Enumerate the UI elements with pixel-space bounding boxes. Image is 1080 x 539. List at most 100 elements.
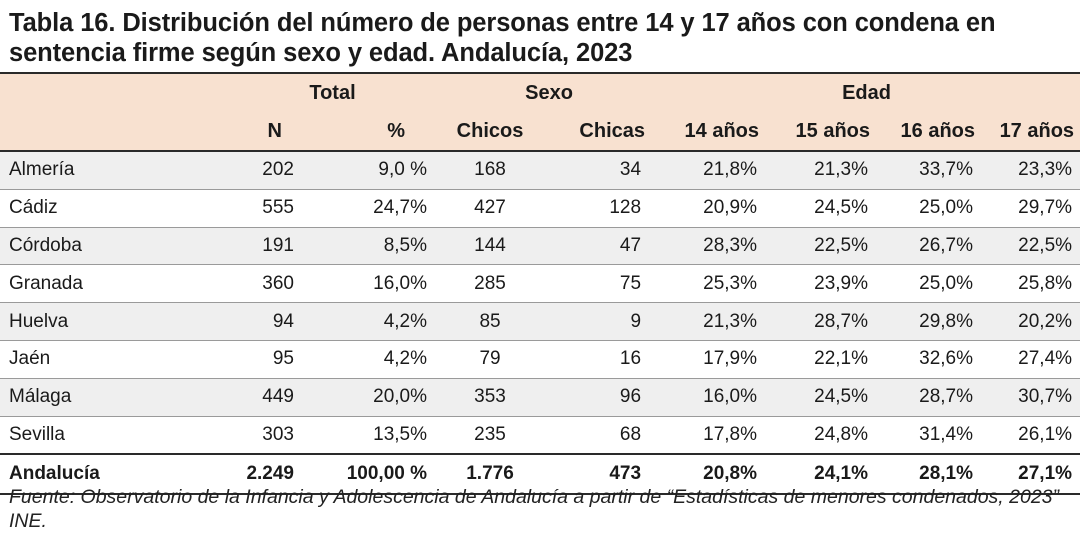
- data-table-container: Total Sexo Edad N % Chicos Chicas 14 año…: [0, 72, 1080, 496]
- total-age-17: 27,1%: [981, 453, 1080, 496]
- cell-n: 95: [220, 340, 300, 379]
- total-chicos: 1.776: [445, 453, 536, 496]
- header-col-pct: %: [300, 112, 446, 152]
- header-group-edad: Edad: [653, 72, 1080, 112]
- cell-age-14: 21,8%: [653, 151, 766, 190]
- total-pct: 100,00 %: [300, 453, 446, 496]
- cell-chicos: 168: [445, 151, 536, 190]
- cell-age-15: 22,5%: [765, 227, 877, 266]
- cell-chicos: 285: [445, 264, 536, 304]
- data-table: Total Sexo Edad N % Chicos Chicas 14 año…: [0, 72, 1080, 496]
- cell-age-16: 32,6%: [876, 340, 982, 379]
- cell-pct: 9,0 %: [300, 151, 446, 190]
- header-group-row: Total Sexo Edad: [0, 72, 1080, 112]
- cell-age-16: 33,7%: [876, 151, 982, 190]
- cell-age-17: 27,4%: [981, 340, 1080, 379]
- header-empty-cell: [0, 72, 220, 112]
- row-province: Granada: [0, 264, 220, 304]
- row-province: Huelva: [0, 302, 220, 341]
- cell-age-17: 29,7%: [981, 189, 1080, 228]
- cell-chicas: 128: [535, 189, 654, 228]
- header-group-sexo: Sexo: [445, 72, 654, 112]
- total-age-15: 24,1%: [765, 453, 877, 496]
- table-row: Cádiz 555 24,7% 427 128 20,9% 24,5% 25,0…: [0, 189, 1080, 228]
- table-row: Granada 360 16,0% 285 75 25,3% 23,9% 25,…: [0, 264, 1080, 304]
- cell-chicas: 68: [535, 416, 654, 455]
- cell-chicos: 427: [445, 189, 536, 228]
- cell-chicas: 47: [535, 227, 654, 266]
- cell-age-17: 20,2%: [981, 302, 1080, 341]
- cell-chicos: 79: [445, 340, 536, 379]
- header-col-14: 14 años: [653, 112, 766, 152]
- cell-pct: 20,0%: [300, 378, 446, 417]
- table-row: Almería 202 9,0 % 168 34 21,8% 21,3% 33,…: [0, 151, 1080, 190]
- cell-age-14: 17,9%: [653, 340, 766, 379]
- cell-age-17: 30,7%: [981, 378, 1080, 417]
- cell-chicos: 235: [445, 416, 536, 455]
- total-age-16: 28,1%: [876, 453, 982, 496]
- cell-age-15: 28,7%: [765, 302, 877, 341]
- table-header: Total Sexo Edad N % Chicos Chicas 14 año…: [0, 72, 1080, 152]
- cell-age-17: 26,1%: [981, 416, 1080, 455]
- total-n: 2.249: [220, 453, 300, 496]
- cell-age-16: 29,8%: [876, 302, 982, 341]
- header-col-chicas: Chicas: [535, 112, 654, 152]
- table-body: Almería 202 9,0 % 168 34 21,8% 21,3% 33,…: [0, 151, 1080, 496]
- cell-pct: 13,5%: [300, 416, 446, 455]
- table-title: Tabla 16. Distribución del número de per…: [9, 9, 996, 67]
- cell-n: 191: [220, 227, 300, 266]
- row-province: Córdoba: [0, 227, 220, 266]
- cell-chicos: 85: [445, 302, 536, 341]
- cell-age-14: 16,0%: [653, 378, 766, 417]
- cell-age-17: 25,8%: [981, 264, 1080, 304]
- cell-age-16: 25,0%: [876, 189, 982, 228]
- cell-n: 555: [220, 189, 300, 228]
- cell-age-16: 28,7%: [876, 378, 982, 417]
- cell-chicos: 353: [445, 378, 536, 417]
- table-row: Córdoba 191 8,5% 144 47 28,3% 22,5% 26,7…: [0, 227, 1080, 266]
- cell-age-14: 25,3%: [653, 264, 766, 304]
- cell-pct: 8,5%: [300, 227, 446, 266]
- row-province: Sevilla: [0, 416, 220, 455]
- cell-age-15: 23,9%: [765, 264, 877, 304]
- cell-age-14: 28,3%: [653, 227, 766, 266]
- cell-age-14: 21,3%: [653, 302, 766, 341]
- row-province: Cádiz: [0, 189, 220, 228]
- cell-chicas: 96: [535, 378, 654, 417]
- table-row: Málaga 449 20,0% 353 96 16,0% 24,5% 28,7…: [0, 378, 1080, 417]
- cell-age-16: 25,0%: [876, 264, 982, 304]
- cell-age-14: 20,9%: [653, 189, 766, 228]
- total-chicas: 473: [535, 453, 654, 496]
- cell-n: 360: [220, 264, 300, 304]
- cell-age-17: 22,5%: [981, 227, 1080, 266]
- cell-age-15: 24,8%: [765, 416, 877, 455]
- cell-age-16: 31,4%: [876, 416, 982, 455]
- header-col-chicos: Chicos: [445, 112, 536, 152]
- cell-pct: 24,7%: [300, 189, 446, 228]
- header-col-17: 17 años: [981, 112, 1080, 152]
- cell-chicas: 9: [535, 302, 654, 341]
- row-province: Málaga: [0, 378, 220, 417]
- source-note: Fuente: Observatorio de la Infancia y Ad…: [9, 486, 1060, 532]
- cell-n: 94: [220, 302, 300, 341]
- cell-age-15: 24,5%: [765, 189, 877, 228]
- header-col-16: 16 años: [876, 112, 982, 152]
- header-col-15: 15 años: [765, 112, 877, 152]
- cell-chicas: 16: [535, 340, 654, 379]
- table-row: Jaén 95 4,2% 79 16 17,9% 22,1% 32,6% 27,…: [0, 340, 1080, 379]
- cell-age-17: 23,3%: [981, 151, 1080, 190]
- table-row: Sevilla 303 13,5% 235 68 17,8% 24,8% 31,…: [0, 416, 1080, 455]
- cell-n: 202: [220, 151, 300, 190]
- cell-pct: 4,2%: [300, 302, 446, 341]
- cell-n: 303: [220, 416, 300, 455]
- total-age-14: 20,8%: [653, 453, 766, 496]
- table-row: Huelva 94 4,2% 85 9 21,3% 28,7% 29,8% 20…: [0, 302, 1080, 341]
- header-empty-cell: [0, 112, 220, 152]
- header-column-row: N % Chicos Chicas 14 años 15 años 16 año…: [0, 112, 1080, 152]
- cell-age-16: 26,7%: [876, 227, 982, 266]
- row-province: Jaén: [0, 340, 220, 379]
- cell-age-14: 17,8%: [653, 416, 766, 455]
- cell-age-15: 22,1%: [765, 340, 877, 379]
- cell-age-15: 21,3%: [765, 151, 877, 190]
- cell-age-15: 24,5%: [765, 378, 877, 417]
